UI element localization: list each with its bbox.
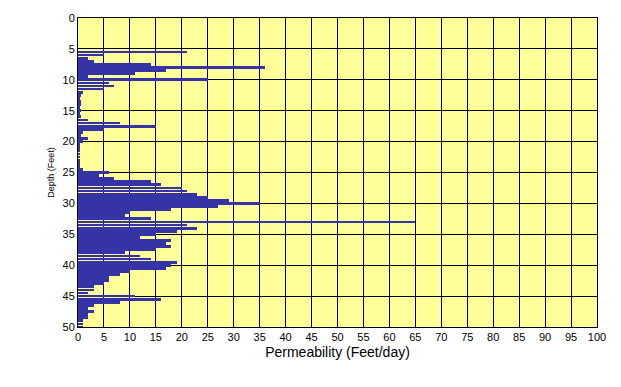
svg-text:15: 15: [150, 331, 162, 343]
svg-text:30: 30: [228, 331, 240, 343]
svg-text:5: 5: [101, 331, 107, 343]
svg-text:20: 20: [63, 135, 75, 147]
svg-text:85: 85: [513, 331, 525, 343]
svg-text:80: 80: [487, 331, 499, 343]
svg-text:10: 10: [63, 74, 75, 86]
svg-text:100: 100: [588, 331, 606, 343]
svg-text:30: 30: [63, 197, 75, 209]
svg-text:65: 65: [409, 331, 421, 343]
svg-text:20: 20: [176, 331, 188, 343]
svg-text:Permeability (Feet/day): Permeability (Feet/day): [265, 344, 410, 360]
svg-text:50: 50: [63, 321, 75, 333]
svg-text:25: 25: [63, 166, 75, 178]
svg-text:35: 35: [63, 228, 75, 240]
svg-text:40: 40: [279, 331, 291, 343]
svg-text:25: 25: [202, 331, 214, 343]
svg-text:15: 15: [63, 105, 75, 117]
svg-text:0: 0: [75, 331, 81, 343]
svg-text:55: 55: [357, 331, 369, 343]
svg-text:60: 60: [383, 331, 395, 343]
svg-text:90: 90: [539, 331, 551, 343]
svg-text:45: 45: [305, 331, 317, 343]
svg-text:5: 5: [69, 43, 75, 55]
svg-text:10: 10: [124, 331, 136, 343]
svg-text:70: 70: [435, 331, 447, 343]
svg-text:75: 75: [461, 331, 473, 343]
svg-text:95: 95: [565, 331, 577, 343]
svg-text:0: 0: [69, 12, 75, 24]
svg-text:45: 45: [63, 290, 75, 302]
svg-text:50: 50: [331, 331, 343, 343]
svg-text:35: 35: [254, 331, 266, 343]
svg-text:Depth (Feet): Depth (Feet): [46, 147, 56, 198]
svg-text:40: 40: [63, 259, 75, 271]
